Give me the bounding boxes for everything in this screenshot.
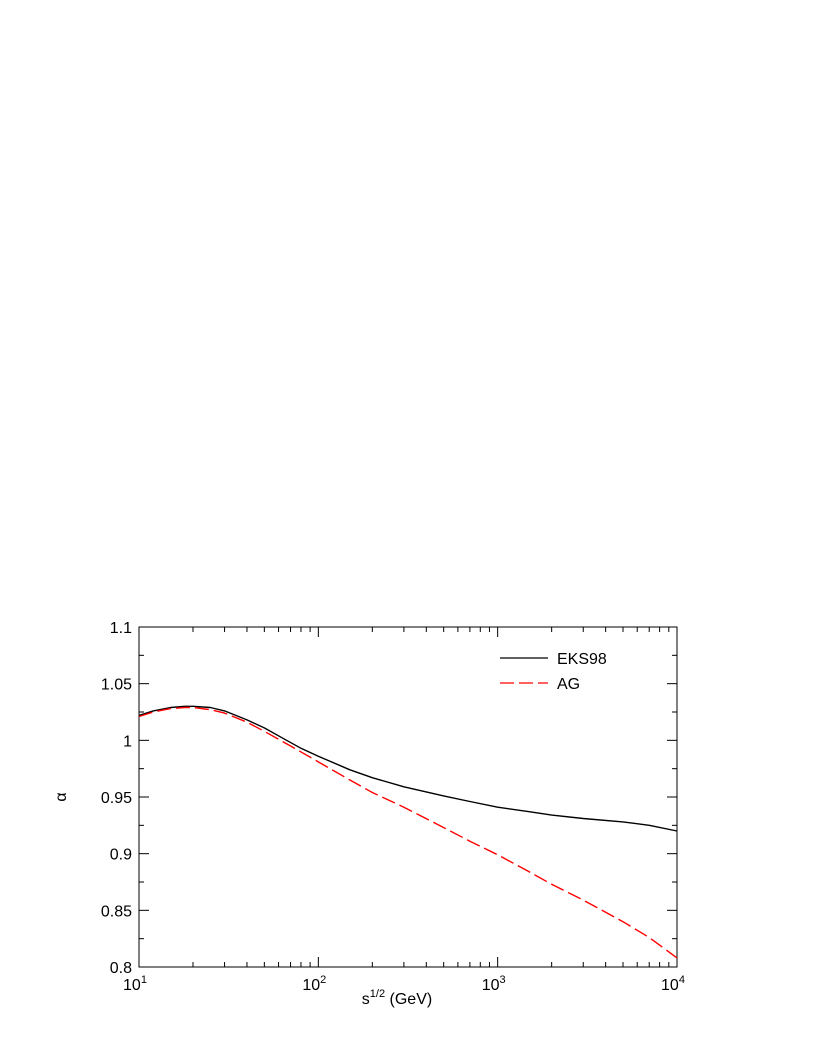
- x-tick-label: 104: [661, 974, 685, 994]
- legend-label-eks98: EKS98: [557, 651, 607, 668]
- y-tick-label: 0.9: [110, 847, 132, 864]
- y-tick-label: 0.8: [110, 960, 132, 977]
- y-tick-label: 1.05: [101, 677, 132, 694]
- x-tick-label: 101: [123, 974, 147, 994]
- x-axis-label: s1/2 (GeV): [362, 988, 432, 1008]
- legend-label-ag: AG: [557, 676, 580, 693]
- plot-frame: [138, 626, 678, 968]
- x-axis-label-unit: (GeV): [385, 991, 432, 1008]
- y-tick-label: 1: [123, 733, 132, 750]
- y-tick-label: 0.95: [101, 790, 132, 807]
- minor-ticks: [139, 627, 677, 967]
- x-axis-ticks: 101 102 103 104: [123, 627, 685, 994]
- series-line-ag: [138, 706, 678, 959]
- x-axis-label-superscript: 1/2: [370, 988, 385, 1000]
- y-axis-label: α: [53, 792, 70, 801]
- x-tick-label: 102: [302, 974, 326, 994]
- y-axis-ticks: 0.8 0.85 0.9 0.95 1 1.05 1.1: [101, 620, 677, 977]
- x-tick-label: 103: [482, 974, 506, 994]
- series-lines: [138, 705, 678, 959]
- y-tick-label: 0.85: [101, 903, 132, 920]
- x-axis-label-base: s: [362, 991, 370, 1008]
- legend: EKS98 AG: [500, 651, 607, 693]
- y-tick-label: 1.1: [110, 620, 132, 637]
- series-line-eks98: [138, 705, 678, 832]
